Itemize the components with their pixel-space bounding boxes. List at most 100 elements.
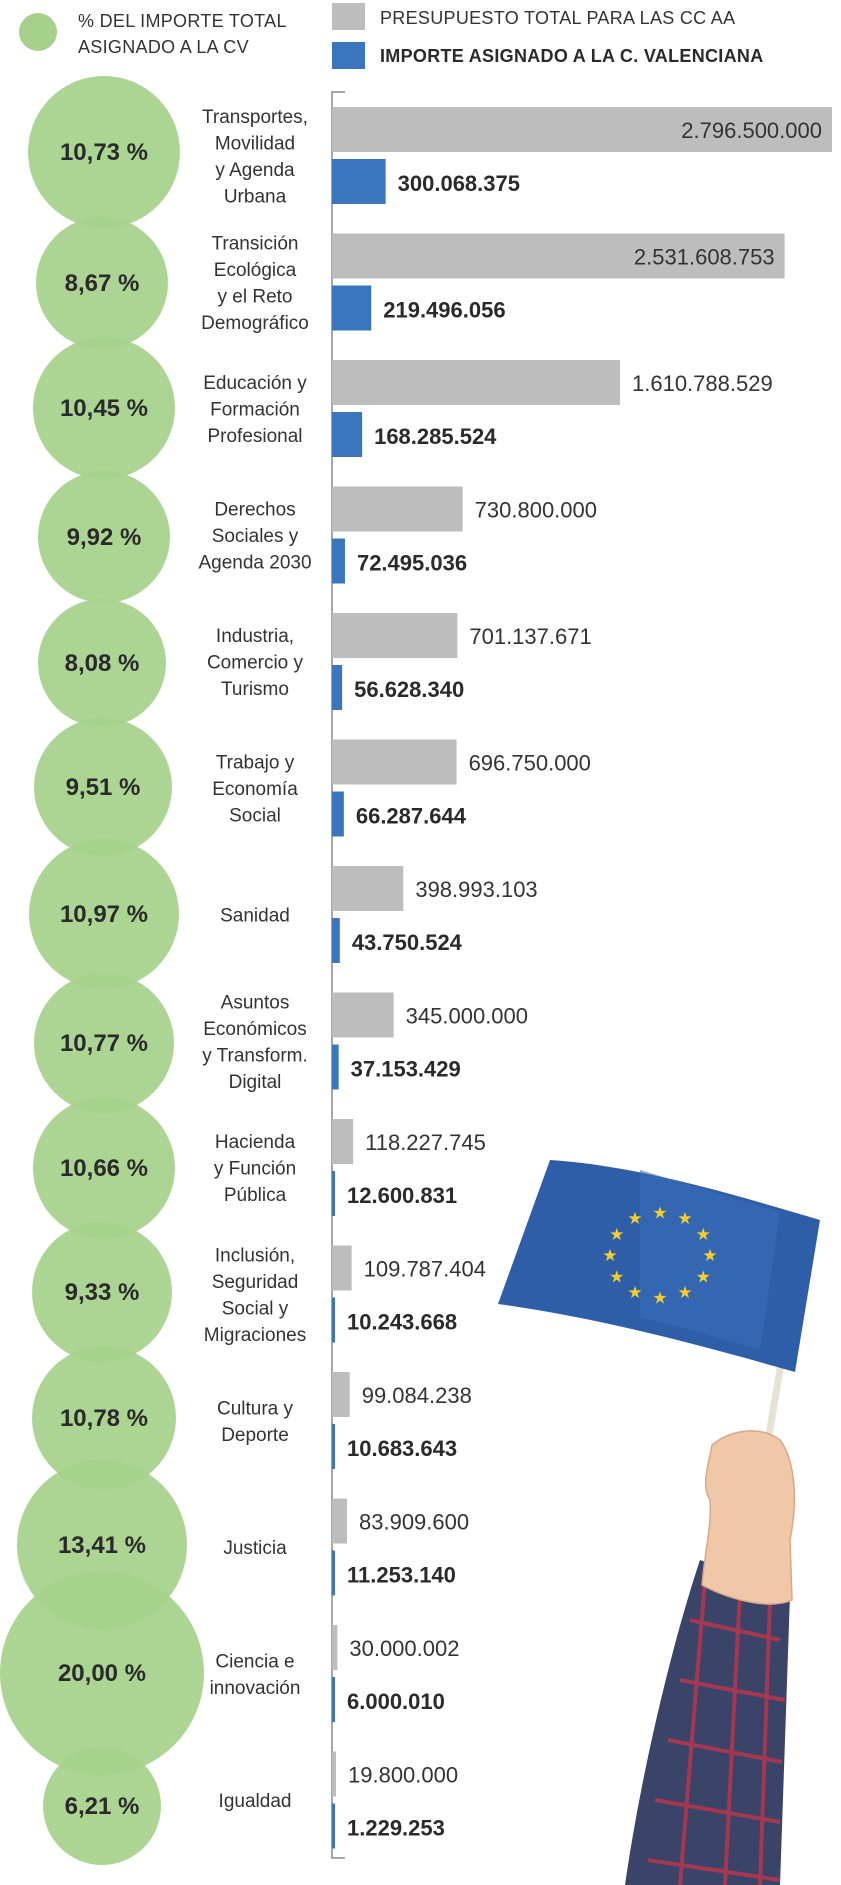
total-value-label: 701.137.671 — [469, 624, 591, 649]
sleeve-pattern — [647, 1579, 786, 1885]
bar-axis — [331, 91, 345, 1859]
pct-label: 8,08 % — [65, 650, 140, 677]
total-bar — [332, 1119, 354, 1164]
pct-circle — [38, 471, 170, 603]
category-label-line: Turismo — [221, 679, 289, 700]
category-label: Inclusión, Seguridad Social y Migraciones — [204, 1245, 306, 1346]
category-label: Transición Ecológica y el Reto Demográfico — [201, 233, 309, 334]
total-value-label: 99.084.238 — [362, 1383, 472, 1408]
category-label-line: Seguridad — [212, 1272, 299, 1293]
category-label: Derechos Sociales y Agenda 2030 — [198, 500, 311, 574]
total-bar — [332, 613, 458, 658]
cv-bar — [332, 538, 345, 584]
star-icon: ★ — [696, 1225, 711, 1245]
cv-bar — [332, 1297, 335, 1343]
category-label: Hacienda y Función Pública — [214, 1132, 296, 1206]
category-label-line: y el Reto — [218, 286, 293, 307]
legend-total-swatch — [332, 3, 365, 30]
pct-circle — [32, 1222, 172, 1362]
cv-bar — [332, 1424, 335, 1469]
total-value-label: 730.800.000 — [475, 498, 597, 523]
cv-value-label: 10.683.643 — [347, 1436, 457, 1461]
category-label: Trabajo y Economía Social — [212, 753, 298, 827]
pct-label: 9,92 % — [67, 524, 142, 551]
category-label-line: Movilidad — [215, 133, 295, 154]
total-value-label: 2.796.500.000 — [681, 118, 822, 143]
category-label-line: Trabajo y — [216, 753, 295, 774]
cv-bar — [332, 412, 363, 457]
cv-bar — [332, 285, 372, 331]
cv-value-label: 66.287.644 — [356, 804, 467, 829]
category-label-line: Igualdad — [219, 1791, 292, 1812]
total-bar — [332, 739, 457, 785]
category-label-line: Digital — [229, 1072, 282, 1093]
total-value-label: 398.993.103 — [415, 877, 537, 902]
hand-icon — [701, 1430, 796, 1605]
pct-circle — [34, 718, 172, 856]
pct-label: 13,41 % — [58, 1532, 146, 1559]
category-label-line: Cultura y — [217, 1398, 294, 1419]
category-label-line: Urbana — [224, 186, 287, 207]
category-label-line: Ecológica — [214, 260, 297, 281]
pct-circle — [0, 1571, 204, 1775]
pct-circle — [33, 337, 175, 479]
total-value-label: 118.227.745 — [365, 1130, 486, 1155]
category-label-line: Deporte — [221, 1425, 289, 1446]
star-icon: ★ — [696, 1267, 711, 1287]
total-bar — [332, 1372, 350, 1417]
total-value-label: 30.000.002 — [349, 1636, 459, 1661]
cv-value-label: 1.229.253 — [347, 1816, 445, 1841]
legend-cv-label: IMPORTE ASIGNADO A LA C. VALENCIANA — [380, 46, 764, 66]
total-value-label: 345.000.000 — [406, 1004, 528, 1029]
cv-value-label: 6.000.010 — [347, 1689, 445, 1714]
category-label: Cultura y Deporte — [217, 1398, 294, 1446]
eu-flag-illustration: ★★★★★★★★★ ★ ★★ — [498, 1160, 820, 1885]
total-value-label: 1.610.788.529 — [632, 371, 773, 396]
category-label-line: innovación — [210, 1678, 301, 1699]
category-label-line: Educación y — [203, 373, 307, 394]
pct-circle — [34, 973, 174, 1113]
category-label-line: Ciencia e — [215, 1651, 294, 1672]
category-label: Transportes, Movilidad y Agenda Urbana — [202, 107, 308, 208]
category-label-line: y Transform. — [202, 1045, 308, 1066]
category-label-line: Profesional — [207, 426, 302, 447]
total-value-label: 2.531.608.753 — [634, 245, 775, 270]
category-label-line: y Función — [214, 1159, 296, 1180]
total-bar — [332, 360, 621, 405]
category-label-line: Social y — [222, 1298, 289, 1319]
flag-shading — [640, 1170, 780, 1350]
pct-circle — [38, 599, 166, 727]
total-bar — [332, 1625, 338, 1670]
legend-pct-line2: ASIGNADO A LA CV — [78, 37, 249, 57]
category-label-line: Asuntos — [221, 992, 290, 1013]
total-value-label: 83.909.600 — [359, 1510, 469, 1535]
pct-label: 10,73 % — [60, 139, 148, 166]
pct-circle — [29, 839, 179, 989]
total-bar — [332, 1498, 348, 1544]
category-label-line: Pública — [224, 1185, 287, 1206]
cv-bar — [332, 1803, 335, 1849]
star-icon: ★ — [702, 1246, 717, 1266]
category-label-line: Justicia — [223, 1538, 287, 1559]
category-label: Igualdad — [219, 1791, 292, 1812]
cv-bar — [332, 791, 344, 837]
pct-circle — [32, 1346, 176, 1490]
total-bar — [332, 1245, 352, 1291]
star-icon: ★ — [627, 1209, 642, 1229]
category-label-line: Hacienda — [215, 1132, 296, 1153]
category-label: Industria, Comercio y Turismo — [207, 626, 304, 700]
star-icon: ★ — [609, 1267, 624, 1287]
category-label-line: y Agenda — [215, 160, 295, 181]
total-value-label: 696.750.000 — [469, 751, 591, 776]
cv-value-label: 219.496.056 — [383, 298, 505, 323]
cv-bar — [332, 1677, 335, 1722]
pct-label: 9,33 % — [65, 1279, 140, 1306]
category-label-line: Social — [229, 806, 281, 827]
legend-pct-line1: % DEL IMPORTE TOTAL — [78, 11, 287, 31]
cv-value-label: 56.628.340 — [354, 677, 464, 702]
pct-label: 10,66 % — [60, 1155, 148, 1182]
pct-label: 6,21 % — [65, 1793, 140, 1820]
star-icon: ★ — [677, 1283, 692, 1303]
percentage-circles — [0, 76, 204, 1865]
